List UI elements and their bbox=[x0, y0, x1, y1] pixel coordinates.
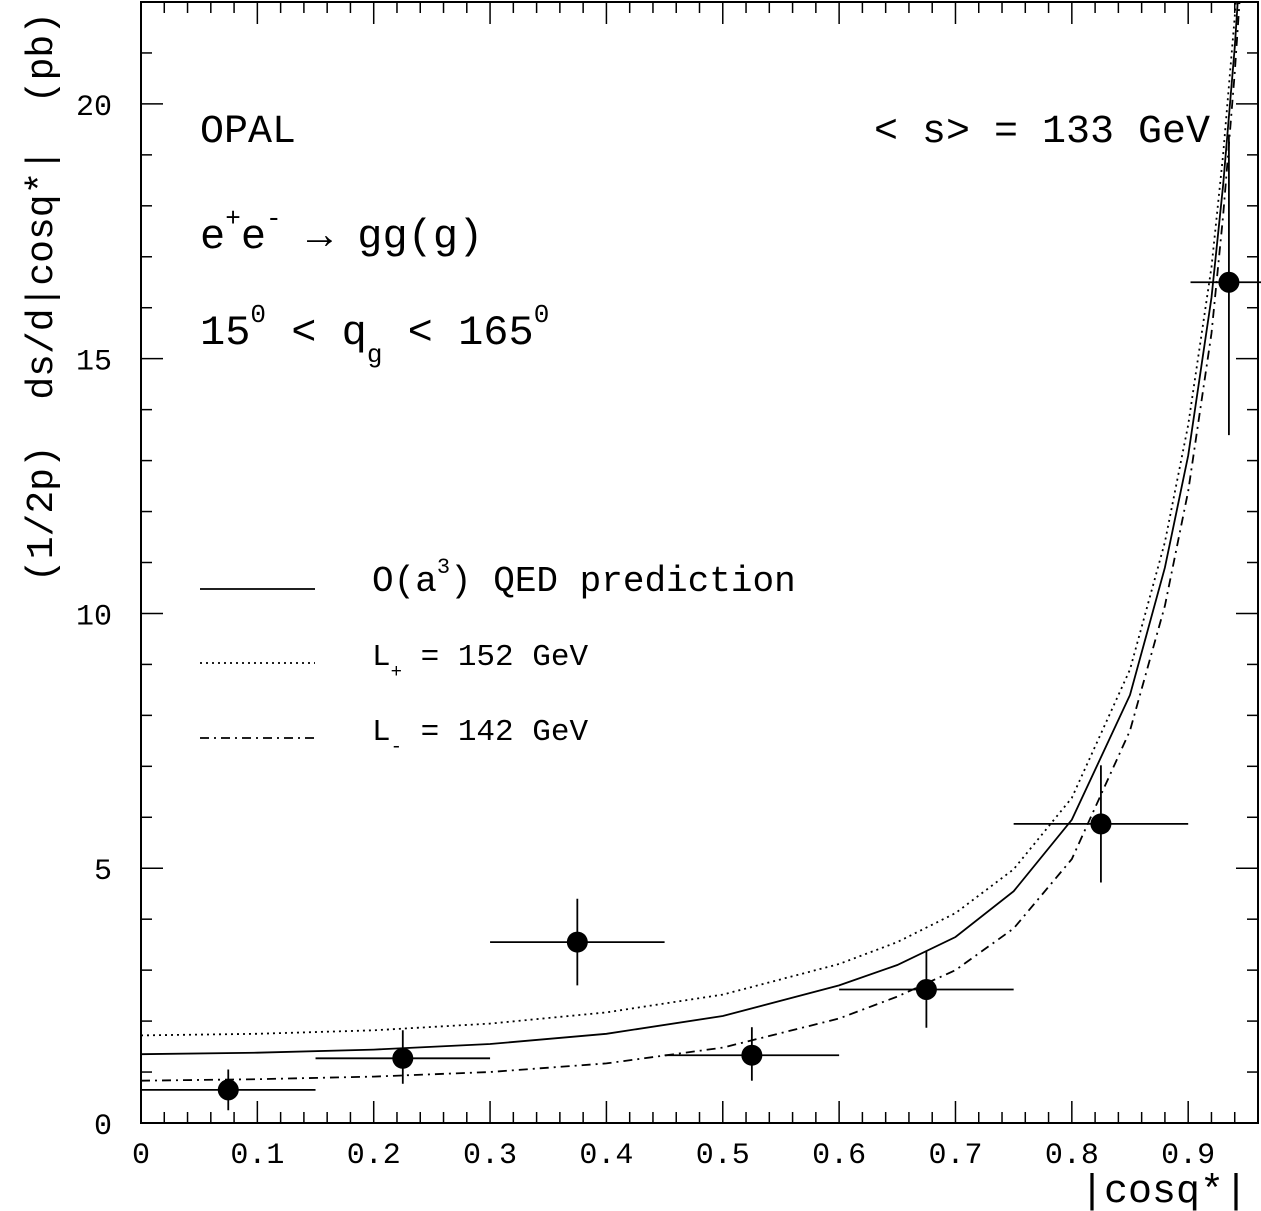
angle-a-sup: 0 bbox=[250, 300, 266, 330]
legend-label: L+ = 152 GeV bbox=[372, 640, 588, 683]
experiment-label: OPAL bbox=[200, 110, 296, 155]
data-marker bbox=[915, 978, 937, 1000]
angle-cut-label: 150 < qg < 1650 bbox=[200, 300, 549, 370]
x-tick-label: 0.5 bbox=[696, 1139, 750, 1173]
x-tick-label: 0.7 bbox=[928, 1139, 982, 1173]
data-point bbox=[839, 951, 1014, 1028]
data-marker bbox=[741, 1044, 763, 1066]
process-rest: → gg(g) bbox=[282, 213, 484, 261]
data-point bbox=[490, 898, 665, 986]
x-tick-label: 0.6 bbox=[812, 1139, 866, 1173]
x-tick-label: 0.1 bbox=[230, 1139, 284, 1173]
data-point bbox=[664, 1027, 840, 1081]
x-tick-label: 0.4 bbox=[579, 1139, 633, 1173]
data-marker bbox=[217, 1079, 239, 1101]
process-base1: e bbox=[200, 213, 225, 261]
legend-label: O(a3) QED prediction bbox=[372, 555, 796, 602]
angle-a: 15 bbox=[200, 309, 250, 357]
x-tick-label: 0.8 bbox=[1045, 1139, 1099, 1173]
curve-solid bbox=[141, 2, 1239, 1056]
x-tick-label: 0.2 bbox=[347, 1139, 401, 1173]
data-point bbox=[141, 1069, 316, 1111]
curve-dotted bbox=[141, 2, 1237, 1037]
process-base2: e bbox=[241, 213, 266, 261]
angle-b-sup: 0 bbox=[534, 300, 550, 330]
x-tick-label: 0.9 bbox=[1161, 1139, 1215, 1173]
process-sup1: + bbox=[225, 204, 241, 234]
energy-label: < s> = 133 GeV bbox=[874, 110, 1210, 155]
process-label: e+e- → gg(g) bbox=[200, 204, 483, 261]
y-axis-title: (1/2p) ds/d|cosq*| (pb) bbox=[21, 12, 64, 582]
data-point bbox=[315, 1030, 491, 1084]
data-point bbox=[1013, 765, 1189, 883]
angle-b: < 165 bbox=[382, 309, 533, 357]
data-point bbox=[1190, 134, 1261, 436]
curve-dashdot bbox=[141, 2, 1241, 1082]
process-sup2: - bbox=[266, 204, 282, 234]
y-tick-label: 5 bbox=[94, 855, 112, 889]
angle-mid: < q bbox=[266, 309, 367, 357]
x-axis-title: |cosq*| bbox=[1080, 1170, 1248, 1211]
y-tick-label: 15 bbox=[76, 346, 112, 380]
y-tick-label: 10 bbox=[76, 600, 112, 634]
y-tick-label: 20 bbox=[76, 91, 112, 125]
data-marker bbox=[1090, 813, 1112, 835]
legend: O(a3) QED prediction L+ = 152 GeV L- = 142… bbox=[200, 555, 796, 758]
data-marker bbox=[392, 1047, 414, 1069]
angle-sub: g bbox=[367, 340, 383, 370]
x-tick-label: 0.3 bbox=[463, 1139, 517, 1173]
y-tick-label: 0 bbox=[94, 1110, 112, 1144]
data-marker bbox=[1218, 271, 1240, 293]
data-marker bbox=[566, 931, 588, 953]
x-tick-label: 0 bbox=[132, 1139, 150, 1173]
legend-label: L- = 142 GeV bbox=[372, 715, 588, 758]
